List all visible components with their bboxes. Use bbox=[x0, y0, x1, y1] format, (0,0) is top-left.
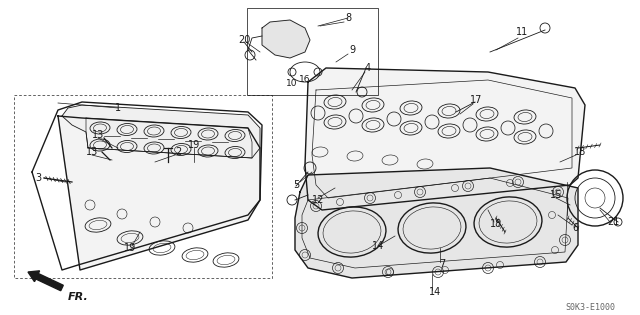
Text: 8: 8 bbox=[345, 13, 351, 23]
FancyArrow shape bbox=[28, 271, 63, 291]
Text: 12: 12 bbox=[312, 195, 324, 205]
Text: FR.: FR. bbox=[68, 292, 89, 302]
Text: 14: 14 bbox=[429, 287, 441, 297]
Bar bbox=[14, 95, 272, 278]
Text: 2: 2 bbox=[175, 147, 181, 157]
Text: 18: 18 bbox=[574, 147, 586, 157]
Text: 14: 14 bbox=[372, 241, 384, 251]
Polygon shape bbox=[295, 168, 578, 278]
Text: 19: 19 bbox=[188, 140, 200, 150]
Text: 20: 20 bbox=[238, 35, 250, 45]
Text: 15: 15 bbox=[550, 190, 562, 200]
Text: 11: 11 bbox=[516, 27, 528, 37]
Text: 9: 9 bbox=[349, 45, 355, 55]
Text: 18: 18 bbox=[490, 219, 502, 229]
Text: 3: 3 bbox=[35, 173, 41, 183]
Text: 13: 13 bbox=[86, 147, 98, 157]
Bar bbox=[247, 8, 378, 95]
Text: 17: 17 bbox=[470, 95, 482, 105]
Text: 10: 10 bbox=[286, 78, 298, 88]
Text: 6: 6 bbox=[572, 223, 578, 233]
Text: 5: 5 bbox=[293, 180, 299, 190]
Text: 13: 13 bbox=[92, 130, 104, 140]
Polygon shape bbox=[305, 68, 585, 210]
Text: 4: 4 bbox=[365, 63, 371, 73]
Polygon shape bbox=[62, 105, 260, 158]
Text: S0K3-E1000: S0K3-E1000 bbox=[565, 303, 615, 312]
Text: 7: 7 bbox=[439, 259, 445, 269]
Polygon shape bbox=[58, 116, 260, 270]
Text: 21: 21 bbox=[607, 217, 619, 227]
Polygon shape bbox=[262, 20, 310, 58]
Text: 19: 19 bbox=[124, 243, 136, 253]
Text: 16: 16 bbox=[300, 76, 311, 84]
Text: 1: 1 bbox=[115, 103, 121, 113]
